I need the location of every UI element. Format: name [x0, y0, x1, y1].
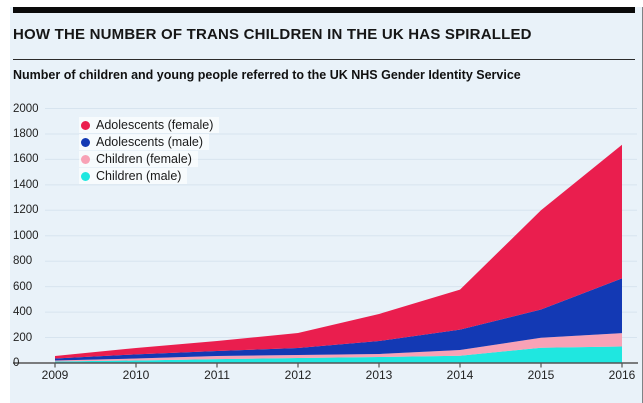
legend-dot-icon [81, 120, 90, 130]
legend-item-label: Adolescents (male) [96, 135, 203, 149]
chart-legend: Adolescents (female) Adolescents (male) Ch… [79, 117, 220, 185]
legend-item-adolescents-female: Adolescents (female) [79, 117, 220, 133]
legend-dot-icon [81, 137, 90, 147]
y-axis-label: 2000 [13, 102, 39, 115]
legend-dot-icon [81, 171, 90, 181]
area-children-female [55, 333, 622, 362]
x-axis-label: 2010 [122, 368, 150, 382]
legend-item-label: Children (male) [96, 169, 182, 183]
y-axis-label: 1600 [13, 153, 39, 166]
x-axis-label: 2009 [41, 368, 69, 382]
x-axis-label: 2012 [284, 368, 312, 382]
x-axis-label: 2013 [365, 368, 393, 382]
legend-item-label: Adolescents (female) [96, 118, 214, 132]
legend-item-label: Children (female) [96, 152, 192, 166]
top-rule [13, 7, 635, 13]
y-axis-label: 1200 [13, 204, 39, 217]
legend-item-children-female: Children (female) [79, 151, 198, 167]
y-axis-label: 1800 [13, 127, 39, 140]
y-axis-label: 1000 [13, 229, 39, 242]
y-axis-label: 400 [13, 306, 33, 319]
legend-item-children-male: Children (male) [79, 168, 188, 184]
title-divider [13, 59, 635, 60]
legend-dot-icon [81, 154, 90, 164]
x-axis-label: 2011 [204, 368, 230, 382]
x-axis-label: 2015 [527, 368, 555, 382]
chart-subtitle: Number of children and young people refe… [13, 68, 521, 82]
area-adolescents-male [55, 278, 622, 361]
page-title: HOW THE NUMBER OF TRANS CHILDREN IN THE … [13, 26, 532, 43]
area-adolescents-female [55, 144, 622, 359]
x-axis-label: 2016 [608, 368, 636, 382]
y-axis-label: 200 [13, 331, 33, 344]
x-axis-label: 2014 [446, 368, 474, 382]
area-children-male [55, 346, 622, 363]
y-axis-label: 1400 [13, 178, 39, 191]
y-axis-label: 800 [13, 255, 33, 268]
y-axis-label: 0 [13, 357, 20, 369]
legend-item-adolescents-male: Adolescents (male) [79, 134, 209, 150]
y-axis-label: 600 [13, 280, 33, 293]
